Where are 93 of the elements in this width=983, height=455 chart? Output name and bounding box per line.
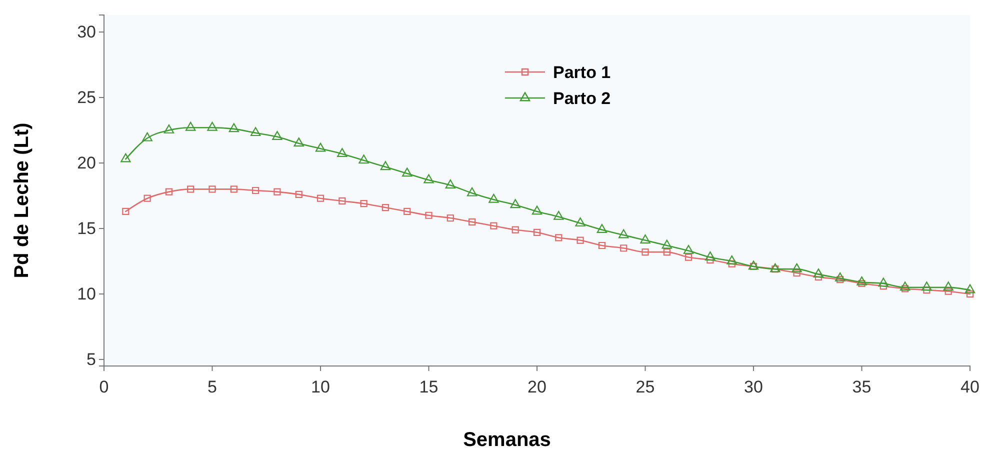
point [295, 190, 302, 198]
x-tick-label: 25 [636, 378, 655, 397]
y-tick-label: 10 [77, 284, 96, 304]
point [683, 244, 694, 254]
point [122, 208, 130, 216]
point [555, 234, 562, 242]
point [380, 161, 391, 170]
point [358, 154, 369, 164]
point [618, 229, 629, 238]
point [382, 204, 389, 212]
point [900, 282, 910, 291]
point [596, 224, 608, 233]
point [663, 248, 670, 256]
point [252, 186, 260, 194]
point [922, 282, 932, 291]
point [726, 255, 737, 264]
x-tick-label: 30 [744, 378, 763, 397]
x-tick-label: 5 [208, 378, 217, 397]
point [880, 282, 887, 290]
point [315, 142, 326, 152]
point [706, 256, 714, 264]
point [230, 186, 238, 193]
point [705, 251, 716, 260]
point [316, 194, 324, 202]
point [488, 194, 499, 203]
point [964, 284, 976, 294]
x-tick-label: 40 [960, 378, 980, 397]
x-tick-label: 10 [311, 378, 330, 397]
point [165, 188, 172, 196]
point [575, 217, 586, 226]
point [944, 288, 952, 295]
y-tick-label: 30 [77, 22, 96, 42]
point [468, 218, 476, 226]
point [728, 260, 736, 268]
point [185, 122, 196, 131]
point [640, 234, 650, 244]
point [878, 278, 889, 287]
point [685, 254, 692, 261]
point [402, 168, 412, 177]
point [207, 122, 218, 131]
point [512, 226, 519, 234]
y-axis-title: Pd de Leche (Lt) [11, 122, 33, 278]
point [142, 132, 152, 142]
point [554, 210, 564, 220]
point [750, 262, 758, 270]
point [144, 194, 151, 202]
point [250, 127, 261, 136]
point [966, 290, 974, 298]
legend-label: Parto 1 [553, 63, 611, 82]
point [642, 248, 649, 256]
point [770, 263, 780, 272]
x-tick-label: 20 [528, 378, 546, 397]
y-tick-label: 5 [86, 350, 96, 369]
point [228, 123, 240, 132]
y-tick-label: 15 [77, 218, 96, 238]
y-tick-label: 20 [77, 153, 96, 172]
x-tick-label: 15 [419, 378, 438, 397]
point [424, 174, 434, 184]
x-axis-title: Semanas [463, 429, 551, 451]
point [813, 268, 824, 278]
point [533, 228, 541, 236]
point [793, 269, 800, 277]
point [576, 236, 584, 244]
point [510, 199, 520, 208]
point [360, 200, 368, 208]
point [445, 179, 456, 188]
point [834, 272, 846, 282]
point [792, 263, 802, 272]
point [620, 244, 628, 252]
point [337, 148, 348, 158]
point [490, 222, 498, 230]
point [187, 186, 194, 193]
point [294, 138, 304, 147]
x-tick-label: 35 [852, 378, 872, 397]
point [532, 206, 542, 215]
point [466, 187, 478, 196]
legend-label: Parto 2 [553, 89, 611, 108]
point [274, 188, 281, 196]
point [120, 153, 131, 162]
y-tick-label: 25 [77, 88, 96, 107]
point [208, 186, 216, 193]
point [425, 212, 432, 219]
point [662, 240, 672, 249]
point [856, 276, 867, 286]
point [598, 242, 606, 250]
point [404, 208, 411, 216]
point [338, 197, 346, 205]
point [943, 282, 954, 291]
point [272, 130, 282, 140]
point [814, 273, 822, 280]
point [164, 124, 174, 134]
x-tick-label: 0 [99, 378, 109, 397]
point [446, 214, 454, 222]
